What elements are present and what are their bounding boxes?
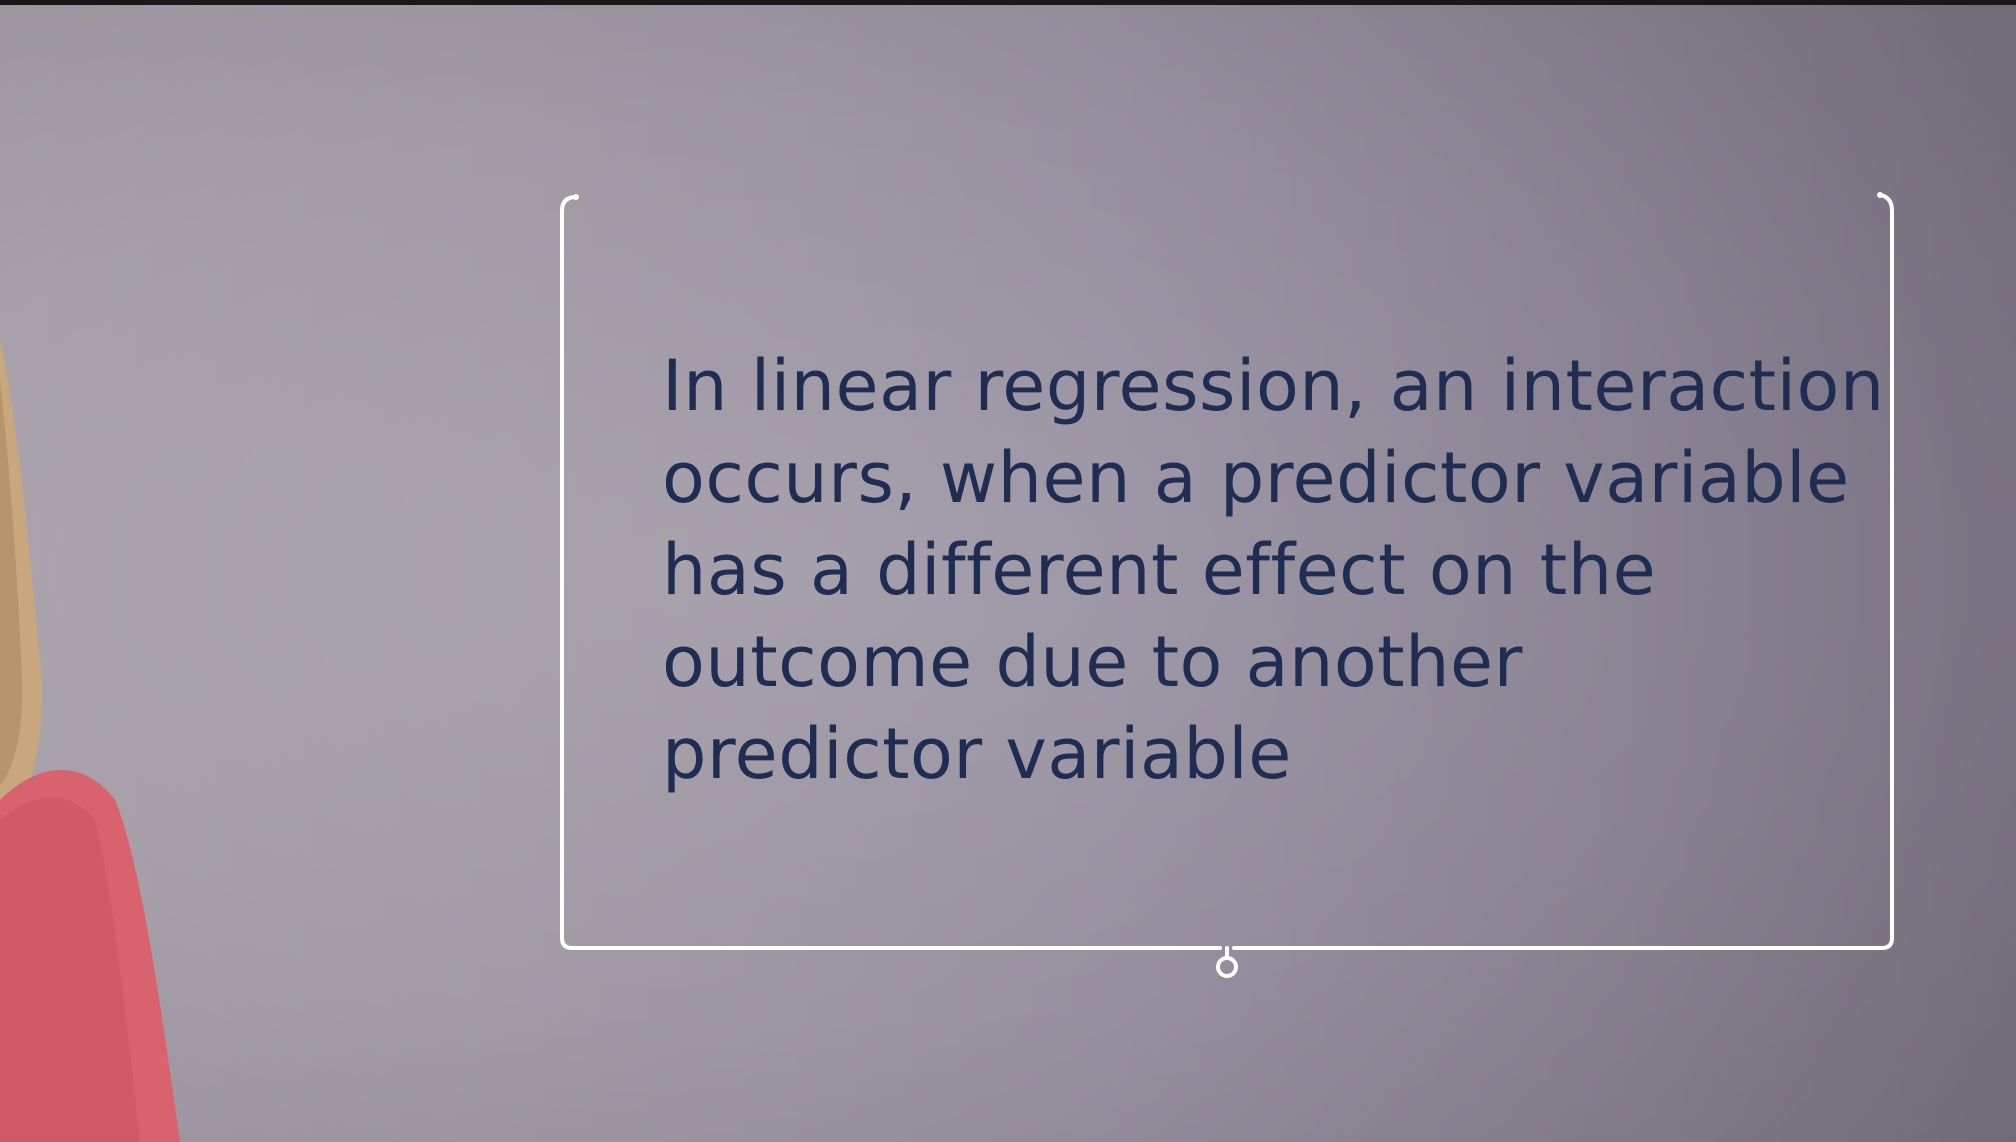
definition-line-1: In linear regression, an interaction	[662, 345, 1885, 427]
presenter-figure	[0, 340, 180, 1142]
frame-connector-node	[1216, 956, 1238, 978]
frame-right-edge	[1232, 193, 1894, 950]
definition-line-5: predictor variable	[662, 713, 1292, 795]
definition-line-2: occurs, when a predictor variable	[662, 437, 1850, 519]
definition-line-4: outcome due to another	[662, 621, 1523, 703]
definition-line-3: has a different effect on the	[662, 529, 1657, 611]
definition-text: In linear regression, an interaction occ…	[662, 340, 1885, 800]
top-letterbox-bar	[0, 0, 2016, 5]
frame-left-edge	[560, 195, 1222, 950]
